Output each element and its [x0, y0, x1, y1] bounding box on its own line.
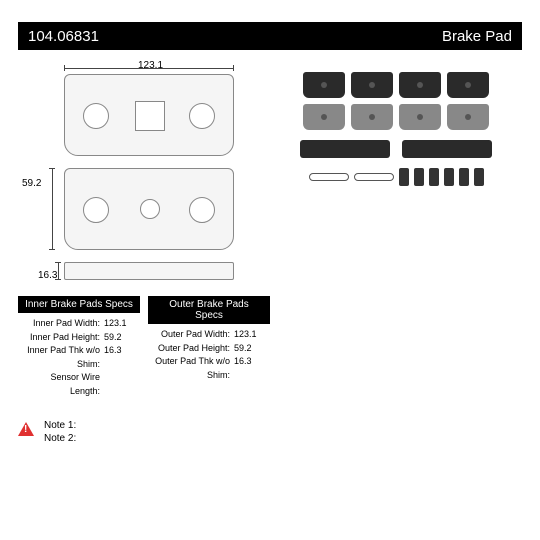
hardware-icon [399, 168, 409, 186]
header-bar: 104.06831 Brake Pad [18, 22, 522, 50]
mini-pad-icon [303, 104, 345, 130]
dim-width-label: 123.1 [138, 60, 163, 71]
mini-pad-icon [399, 72, 441, 98]
pad-side-icon [402, 140, 492, 158]
spring-icon [354, 173, 394, 181]
content: 123.1 59.2 16.3 Inner Brake Pads Specs I… [18, 58, 522, 446]
pad-outline-bottom [64, 168, 234, 250]
product-photo-pads-top [291, 72, 501, 130]
hardware-icon [414, 168, 424, 186]
inner-specs-body: Inner Pad Width:123.1 Inner Pad Height:5… [18, 313, 140, 402]
note-lines: Note 1: Note 2: [44, 420, 76, 446]
left-column: 123.1 59.2 16.3 Inner Brake Pads Specs I… [18, 58, 270, 446]
product-photo-pads-side [291, 140, 501, 158]
hardware-icon [474, 168, 484, 186]
dim-thickness-label: 16.3 [38, 270, 57, 281]
notes-section: Note 1: Note 2: [18, 420, 270, 446]
note-1: Note 1: [44, 420, 76, 431]
mini-pad-icon [351, 104, 393, 130]
mini-pad-icon [399, 104, 441, 130]
technical-diagram: 123.1 59.2 16.3 [18, 58, 270, 288]
pad-side-icon [300, 140, 390, 158]
part-number: 104.06831 [28, 28, 99, 45]
outer-specs: Outer Brake Pads Specs Outer Pad Width:1… [148, 296, 270, 402]
hardware-icon [429, 168, 439, 186]
mini-pad-icon [447, 72, 489, 98]
specs-tables: Inner Brake Pads Specs Inner Pad Width:1… [18, 296, 270, 402]
warning-icon [18, 422, 34, 436]
right-column [270, 58, 522, 446]
dim-line-height [52, 168, 53, 250]
pad-outline-top [64, 74, 234, 156]
mini-pad-icon [303, 72, 345, 98]
hardware-icon [444, 168, 454, 186]
product-photo-hardware [291, 168, 501, 186]
note-2: Note 2: [44, 433, 76, 444]
spring-icon [309, 173, 349, 181]
mini-pad-icon [351, 72, 393, 98]
outer-specs-body: Outer Pad Width:123.1 Outer Pad Height:5… [148, 324, 270, 386]
product-type: Brake Pad [442, 28, 512, 45]
inner-specs: Inner Brake Pads Specs Inner Pad Width:1… [18, 296, 140, 402]
pad-side-view [64, 262, 234, 280]
mini-pad-icon [447, 104, 489, 130]
hardware-icon [459, 168, 469, 186]
outer-specs-header: Outer Brake Pads Specs [148, 296, 270, 324]
dim-height-label: 59.2 [22, 178, 41, 189]
inner-specs-header: Inner Brake Pads Specs [18, 296, 140, 313]
dim-line-thickness [58, 262, 59, 280]
